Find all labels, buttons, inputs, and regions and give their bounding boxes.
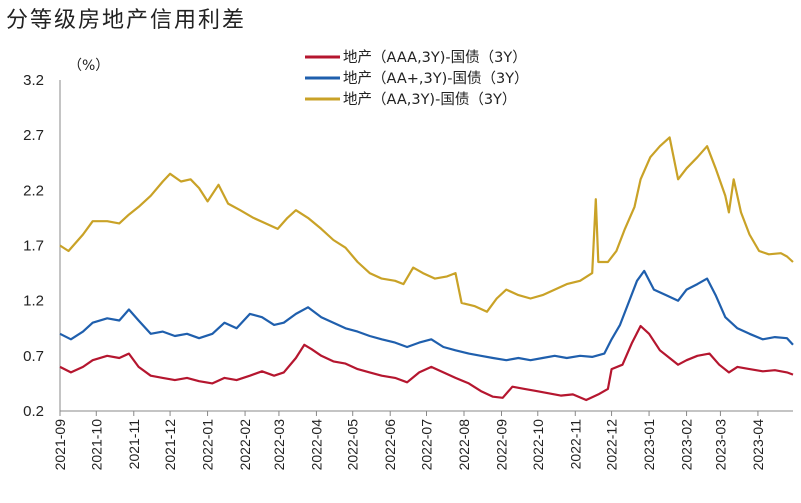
y-tick-label: 2.7 — [23, 127, 44, 144]
x-tick-label: 2023-02 — [679, 419, 695, 471]
series-line-1 — [59, 324, 794, 402]
legend-label: 地产（AAA,3Y)-国债（3Y） — [343, 49, 527, 66]
series-line-2 — [59, 269, 794, 362]
x-tick-label: 2022-01 — [200, 419, 216, 471]
x-tick-label: 2023-04 — [750, 419, 766, 471]
x-tick-label: 2023-03 — [712, 419, 728, 471]
x-tick-label: 2021-10 — [88, 419, 104, 471]
x-tick-label: 2022-12 — [604, 419, 620, 471]
x-tick-label: 2022-05 — [345, 419, 361, 471]
x-tick-label: 2021-11 — [126, 419, 142, 470]
x-tick-label: 2021-12 — [162, 419, 178, 471]
y-axis-unit-label: （%） — [68, 58, 109, 74]
x-tick-label: 2022-06 — [382, 419, 398, 471]
x-tick-label: 2022-02 — [237, 419, 253, 471]
x-tick-label: 2022-04 — [308, 419, 324, 471]
x-tick-label: 2021-09 — [52, 419, 68, 471]
series-line-3 — [59, 136, 794, 313]
legend: 地产（AAA,3Y)-国债（3Y） 地产（AA+,3Y)-国债（3Y） 地产（AA,… — [305, 49, 529, 108]
x-tick-label: 2022-10 — [530, 419, 546, 471]
axes-layer: 0.2 0.7 1.2 1.7 2.2 2.7 3.2 2021-09 2021-10 2021-… — [23, 72, 793, 470]
y-tick-label: 3.2 — [23, 72, 44, 89]
y-tick-label: 0.2 — [23, 403, 44, 420]
y-tick-label: 1.7 — [23, 238, 44, 255]
x-tick-label: 2022-08 — [456, 419, 472, 471]
y-tick-label: 1.2 — [23, 293, 44, 310]
y-tick-label: 0.7 — [23, 348, 44, 365]
x-tick-label: 2022-03 — [271, 419, 287, 471]
x-tick-label: 2023-01 — [641, 419, 657, 471]
x-tick-label: 2022-09 — [493, 419, 509, 471]
x-tick-label: 2022-07 — [419, 419, 435, 471]
chart-title: 分等级房地产信用利差 — [6, 8, 247, 33]
legend-label: 地产（AA+,3Y)-国债（3Y） — [343, 70, 529, 87]
x-tick-label: 2022-11 — [567, 419, 583, 470]
legend-label: 地产（AA,3Y)-国债（3Y） — [343, 91, 516, 108]
y-tick-label: 2.2 — [23, 182, 44, 199]
series-layer — [59, 136, 794, 402]
